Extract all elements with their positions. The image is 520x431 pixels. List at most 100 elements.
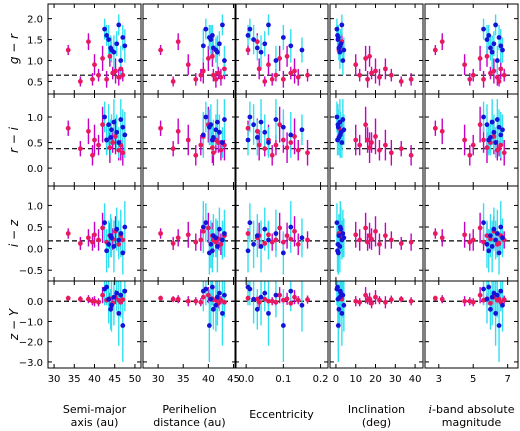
- panel-g-r-vs-inc: [329, 3, 424, 95]
- data-point: [467, 239, 473, 245]
- panel-i-z-vs-inc: [329, 185, 424, 282]
- data-point: [489, 49, 495, 55]
- data-point: [353, 298, 359, 304]
- panel-r-i-vs-q: [142, 93, 237, 187]
- data-point: [170, 296, 176, 302]
- data-point: [216, 70, 221, 76]
- data-point: [388, 150, 394, 156]
- data-point: [280, 239, 286, 245]
- panel-plot-area: [425, 14, 518, 88]
- data-point: [408, 298, 414, 304]
- data-point: [266, 140, 271, 145]
- data-point: [220, 310, 225, 316]
- panel-plot-area: [425, 281, 518, 362]
- panel-frame: [329, 280, 424, 369]
- data-point: [340, 117, 346, 122]
- data-point: [500, 47, 505, 53]
- data-point: [373, 228, 378, 234]
- data-point: [388, 237, 394, 243]
- data-point: [339, 140, 345, 145]
- data-point: [262, 241, 268, 246]
- data-point: [220, 22, 225, 28]
- data-point: [245, 125, 251, 131]
- data-point: [254, 306, 260, 312]
- data-point: [493, 22, 499, 28]
- data-point: [500, 127, 505, 133]
- data-point: [481, 137, 486, 143]
- data-point: [185, 298, 191, 304]
- data-point: [280, 35, 286, 40]
- data-point: [277, 56, 283, 61]
- x-tick-label-q-2: 40: [202, 374, 215, 385]
- data-point: [280, 323, 286, 328]
- data-point: [500, 302, 505, 308]
- data-point: [341, 302, 347, 308]
- data-point: [486, 32, 492, 38]
- data-point: [365, 137, 370, 143]
- data-point: [213, 127, 219, 133]
- data-point: [353, 137, 359, 143]
- data-point: [247, 26, 253, 32]
- data-point: [398, 146, 404, 152]
- data-point: [369, 300, 374, 306]
- data-point: [208, 241, 214, 247]
- x-tick-label-inc-0: 0: [333, 374, 339, 385]
- data-point: [251, 122, 256, 128]
- data-point: [335, 323, 341, 328]
- data-point: [439, 235, 445, 241]
- panel-plot-area: [143, 14, 236, 88]
- data-point: [200, 224, 206, 230]
- data-point: [262, 226, 268, 232]
- data-point: [206, 124, 212, 130]
- data-point: [439, 128, 445, 134]
- data-point: [462, 62, 468, 68]
- data-point: [158, 125, 163, 131]
- data-point: [337, 132, 343, 138]
- data-point: [170, 79, 176, 84]
- panel-plot-area: [48, 14, 141, 88]
- data-point: [175, 235, 181, 241]
- data-point: [114, 290, 120, 296]
- data-point: [498, 132, 504, 138]
- data-point: [284, 296, 290, 302]
- y-tick-label-r-i-1: 0.5: [27, 139, 43, 150]
- data-point: [292, 228, 297, 234]
- data-point: [120, 35, 126, 40]
- data-point: [254, 45, 260, 51]
- data-point: [203, 26, 209, 32]
- x-axis-label-a: Semi-major axis (au): [63, 403, 127, 429]
- data-point: [118, 231, 124, 236]
- data-point: [369, 140, 374, 145]
- data-point: [254, 233, 260, 239]
- data-point: [104, 248, 110, 254]
- data-point: [280, 137, 286, 143]
- data-point: [158, 47, 163, 53]
- x-tick-label-a-1: 35: [68, 374, 81, 385]
- data-point: [258, 244, 264, 249]
- data-point: [217, 41, 222, 47]
- data-point: [222, 117, 227, 122]
- data-point: [284, 145, 290, 151]
- data-point: [198, 237, 204, 243]
- data-point: [496, 323, 502, 328]
- data-point: [377, 74, 382, 80]
- data-point: [288, 140, 294, 145]
- y-axis-label-r-i: r − i: [7, 126, 21, 153]
- x-tick-label-a-0: 30: [48, 374, 61, 385]
- data-point: [86, 39, 91, 45]
- data-point: [222, 299, 227, 305]
- y-tick-label-r-i-0: 0.0: [27, 164, 43, 175]
- data-point: [107, 145, 113, 151]
- data-point: [106, 296, 112, 302]
- data-point: [496, 79, 502, 84]
- data-point: [491, 68, 497, 74]
- data-point: [193, 298, 199, 304]
- data-point: [408, 152, 414, 158]
- data-point: [254, 135, 260, 140]
- data-point: [200, 294, 206, 300]
- x-axis-label-q: Perihelion distance (au): [153, 403, 225, 429]
- data-point: [484, 37, 490, 42]
- y-tick-label-i-z-1: 0.0: [27, 245, 43, 256]
- panel-i-z-vs-mag: [424, 185, 519, 282]
- data-point: [245, 231, 251, 236]
